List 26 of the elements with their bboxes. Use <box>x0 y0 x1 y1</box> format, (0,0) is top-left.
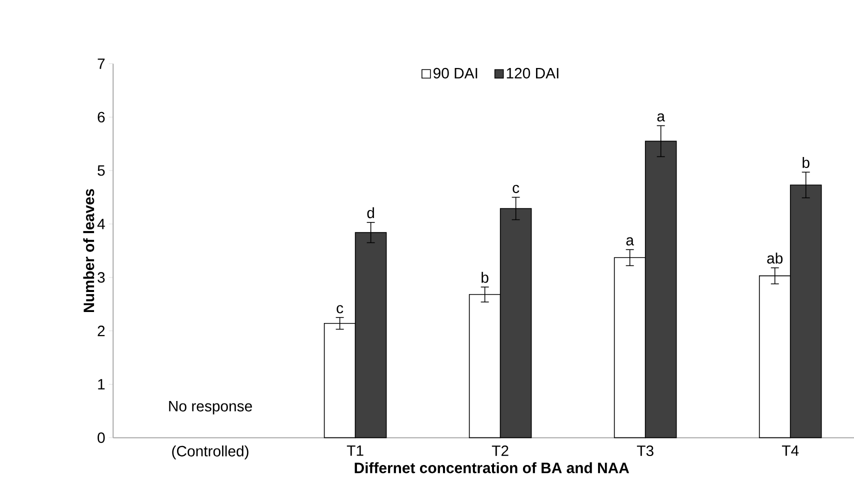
y-tick-label: 7 <box>98 58 105 69</box>
x-tick-label: T3 <box>636 445 654 456</box>
y-tick-label: 0 <box>98 432 105 443</box>
y-tick-label: 5 <box>98 165 105 176</box>
annotation: b <box>802 157 810 168</box>
annotation: ab <box>767 252 783 264</box>
y-tick-label: 1 <box>98 379 105 390</box>
y-tick-label: 4 <box>97 218 105 230</box>
x-tick-label: T2 <box>492 445 508 456</box>
y-axis-title: Number of leaves <box>83 189 94 312</box>
annotation: c <box>512 184 520 194</box>
legend-label: 120 DAI <box>506 68 558 78</box>
x-tick-label: (Controlled) <box>172 445 248 460</box>
x-tick-label: T4 <box>782 445 799 456</box>
annotation: b <box>482 272 488 283</box>
annotation: d <box>367 207 374 218</box>
legend-label: 90 DAI <box>434 68 478 78</box>
annotation: a <box>657 113 666 122</box>
annotation: a <box>626 237 634 246</box>
y-tick-label: 6 <box>98 112 105 122</box>
y-tick-label: 2 <box>98 326 105 336</box>
x-tick-label: T1 <box>346 445 364 456</box>
annotation: No response <box>169 401 252 414</box>
annotation: c <box>336 305 344 314</box>
y-tick-label: 3 <box>98 272 105 283</box>
x-axis-title: Differnet concentration of BA and NAA <box>354 462 630 474</box>
